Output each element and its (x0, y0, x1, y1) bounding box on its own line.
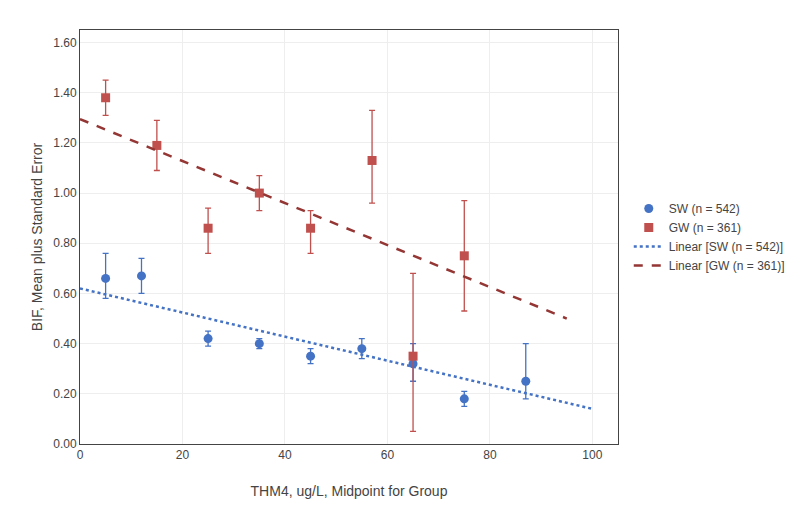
svg-text:20: 20 (176, 448, 190, 462)
svg-text:1.20: 1.20 (53, 136, 77, 150)
svg-text:SW (n = 542): SW (n = 542) (669, 202, 740, 216)
svg-text:0.60: 0.60 (53, 287, 77, 301)
svg-text:BIF, Mean plus Standard Error: BIF, Mean plus Standard Error (29, 143, 45, 332)
svg-text:100: 100 (582, 448, 602, 462)
svg-text:0.00: 0.00 (53, 437, 77, 451)
svg-text:0.40: 0.40 (53, 337, 77, 351)
svg-text:60: 60 (381, 448, 395, 462)
svg-text:80: 80 (483, 448, 497, 462)
svg-text:1.60: 1.60 (53, 36, 77, 50)
svg-text:Linear [SW (n = 542)]: Linear [SW (n = 542)] (669, 240, 783, 254)
svg-text:Linear [GW (n = 361)]: Linear [GW (n = 361)] (669, 259, 785, 273)
svg-text:0.20: 0.20 (53, 387, 77, 401)
svg-text:1.00: 1.00 (53, 186, 77, 200)
svg-text:GW (n = 361): GW (n = 361) (669, 221, 741, 235)
svg-text:40: 40 (278, 448, 292, 462)
svg-text:THM4, ug/L, Midpoint for Group: THM4, ug/L, Midpoint for Group (251, 483, 448, 499)
svg-text:0: 0 (77, 448, 84, 462)
svg-text:0.80: 0.80 (53, 236, 77, 250)
svg-text:1.40: 1.40 (53, 86, 77, 100)
